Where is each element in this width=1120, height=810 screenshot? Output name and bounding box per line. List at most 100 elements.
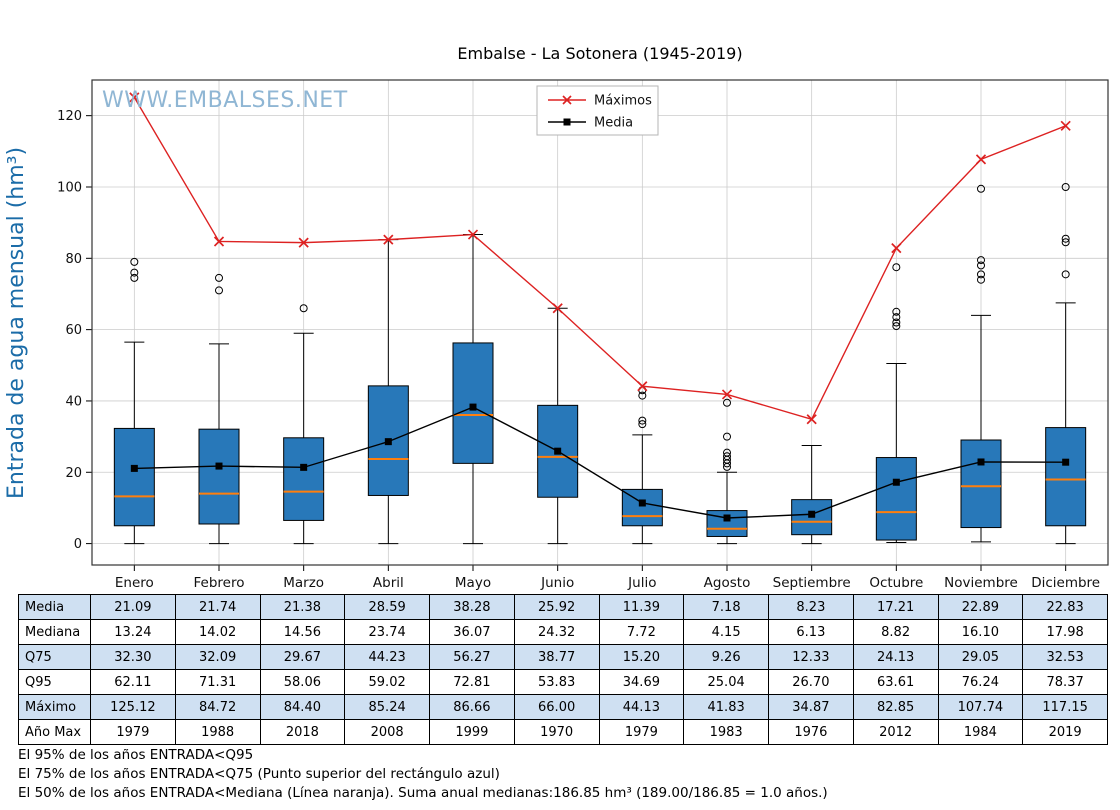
table-cell: 1983 xyxy=(683,719,769,745)
table-row: Q95 62.11 71.31 58.06 59.02 72.81 53.83 34.69 25… xyxy=(18,669,1108,695)
svg-text:120: 120 xyxy=(57,109,82,124)
table-cell: 23.74 xyxy=(344,619,430,645)
table-cell: 17.21 xyxy=(852,594,939,620)
svg-text:80: 80 xyxy=(65,252,82,267)
x-tick-label: Noviembre xyxy=(944,575,1018,591)
table-cell: 1979 xyxy=(90,719,176,745)
table-cell: 6.13 xyxy=(768,619,854,645)
table-cell: 38.77 xyxy=(513,644,600,670)
table-cell: 72.81 xyxy=(429,669,515,695)
table-cell: 17.98 xyxy=(1022,619,1108,645)
svg-text:40: 40 xyxy=(65,394,82,409)
row-label: Mediana xyxy=(18,619,91,645)
watermark: WWW.EMBALSES.NET xyxy=(102,88,348,113)
table-cell: 34.69 xyxy=(598,669,685,695)
svg-text:20: 20 xyxy=(65,466,82,481)
table-cell: 8.23 xyxy=(768,594,854,620)
footer-note-q75: El 75% de los años ENTRADA<Q75 (Punto su… xyxy=(18,766,500,782)
footer-note-median: El 50% de los años ENTRADA<Mediana (Líne… xyxy=(18,785,828,801)
table-row: Q75 32.30 32.09 29.67 44.23 56.27 38.77 15.20 9.… xyxy=(18,644,1108,670)
table-cell: 38.28 xyxy=(429,594,515,620)
table-row: Media 21.09 21.74 21.38 28.59 38.28 25.92 11.39… xyxy=(18,594,1108,620)
table-cell: 125.12 xyxy=(90,694,176,720)
x-tick-label: Agosto xyxy=(704,575,751,591)
table-cell: 107.74 xyxy=(937,694,1024,720)
table-cell: 29.67 xyxy=(259,644,346,670)
row-label: Máximo xyxy=(18,694,91,720)
chart-title: Embalse - La Sotonera (1945-2019) xyxy=(457,44,743,63)
table-cell: 22.89 xyxy=(937,594,1024,620)
table-cell: 32.09 xyxy=(174,644,261,670)
boxplot-chart: 0 20 40 60 80 100 120 Enero Febrero Marzo Abril May… xyxy=(57,79,1109,591)
table-cell: 2018 xyxy=(259,719,346,745)
table-cell: 21.38 xyxy=(259,594,346,620)
table-cell: 44.23 xyxy=(344,644,430,670)
table-cell: 2019 xyxy=(1022,719,1108,745)
table-cell: 82.85 xyxy=(852,694,939,720)
table-cell: 22.83 xyxy=(1022,594,1108,620)
table-cell: 62.11 xyxy=(90,669,176,695)
table-cell: 21.74 xyxy=(174,594,261,620)
table-cell: 84.40 xyxy=(259,694,346,720)
x-tick-label: Febrero xyxy=(194,575,245,591)
table-cell: 1970 xyxy=(513,719,600,745)
row-label: Q75 xyxy=(18,644,91,670)
table-cell: 26.70 xyxy=(768,669,854,695)
table-cell: 25.04 xyxy=(683,669,769,695)
table-cell: 2012 xyxy=(852,719,939,745)
table-cell: 86.66 xyxy=(429,694,515,720)
x-tick-label: Octubre xyxy=(869,575,923,591)
table-cell: 14.02 xyxy=(174,619,261,645)
table-cell: 21.09 xyxy=(90,594,176,620)
table-cell: 9.26 xyxy=(683,644,769,670)
table-cell: 66.00 xyxy=(513,694,600,720)
table-cell: 59.02 xyxy=(344,669,430,695)
table-cell: 71.31 xyxy=(174,669,261,695)
table-row: Mediana 13.24 14.02 14.56 23.74 36.07 24.32 7.7… xyxy=(18,619,1108,645)
table-cell: 24.32 xyxy=(513,619,600,645)
table-cell: 1979 xyxy=(598,719,685,745)
table-cell: 29.05 xyxy=(937,644,1024,670)
table-cell: 76.24 xyxy=(937,669,1024,695)
row-label: Media xyxy=(18,594,91,620)
table-cell: 28.59 xyxy=(344,594,430,620)
table-cell: 85.24 xyxy=(344,694,430,720)
x-tick-label: Septiembre xyxy=(773,575,851,591)
table-cell: 12.33 xyxy=(768,644,854,670)
x-tick-label: Mayo xyxy=(455,575,491,591)
table-cell: 58.06 xyxy=(259,669,346,695)
x-tick-label: Abril xyxy=(373,575,404,591)
table-cell: 13.24 xyxy=(90,619,176,645)
footer-notes: El 95% de los años ENTRADA<Q95 El 75% de… xyxy=(18,746,828,803)
table-cell: 117.15 xyxy=(1022,694,1108,720)
x-tick-label: Marzo xyxy=(283,575,324,591)
svg-text:60: 60 xyxy=(65,323,82,338)
table-cell: 25.92 xyxy=(513,594,600,620)
svg-text:0: 0 xyxy=(74,537,82,552)
footer-note-q95: El 95% de los años ENTRADA<Q95 xyxy=(18,747,254,763)
svg-text:100: 100 xyxy=(57,180,82,195)
table-cell: 7.72 xyxy=(598,619,685,645)
table-cell: 14.56 xyxy=(259,619,346,645)
row-label: Q95 xyxy=(18,669,91,695)
x-tick-label: Junio xyxy=(540,575,574,591)
x-tick-label: Enero xyxy=(115,575,154,591)
table-cell: 32.53 xyxy=(1022,644,1108,670)
table-cell: 16.10 xyxy=(937,619,1024,645)
table-cell: 7.18 xyxy=(683,594,769,620)
table-cell: 44.13 xyxy=(598,694,685,720)
table-cell: 1988 xyxy=(174,719,261,745)
legend-label: Máximos xyxy=(594,94,652,109)
table-row: Máximo 125.12 84.72 84.40 85.24 86.66 66.00 44.… xyxy=(18,694,1108,720)
table-cell: 1999 xyxy=(429,719,515,745)
table-cell: 34.87 xyxy=(768,694,854,720)
table-cell: 36.07 xyxy=(429,619,515,645)
legend-label: Media xyxy=(594,116,633,131)
legend: Máximos Media xyxy=(536,85,659,136)
table-cell: 84.72 xyxy=(174,694,261,720)
x-tick-label: Julio xyxy=(627,575,656,591)
table-cell: 1984 xyxy=(937,719,1024,745)
table-cell: 15.20 xyxy=(598,644,685,670)
table-cell: 56.27 xyxy=(429,644,515,670)
table-cell: 11.39 xyxy=(598,594,685,620)
